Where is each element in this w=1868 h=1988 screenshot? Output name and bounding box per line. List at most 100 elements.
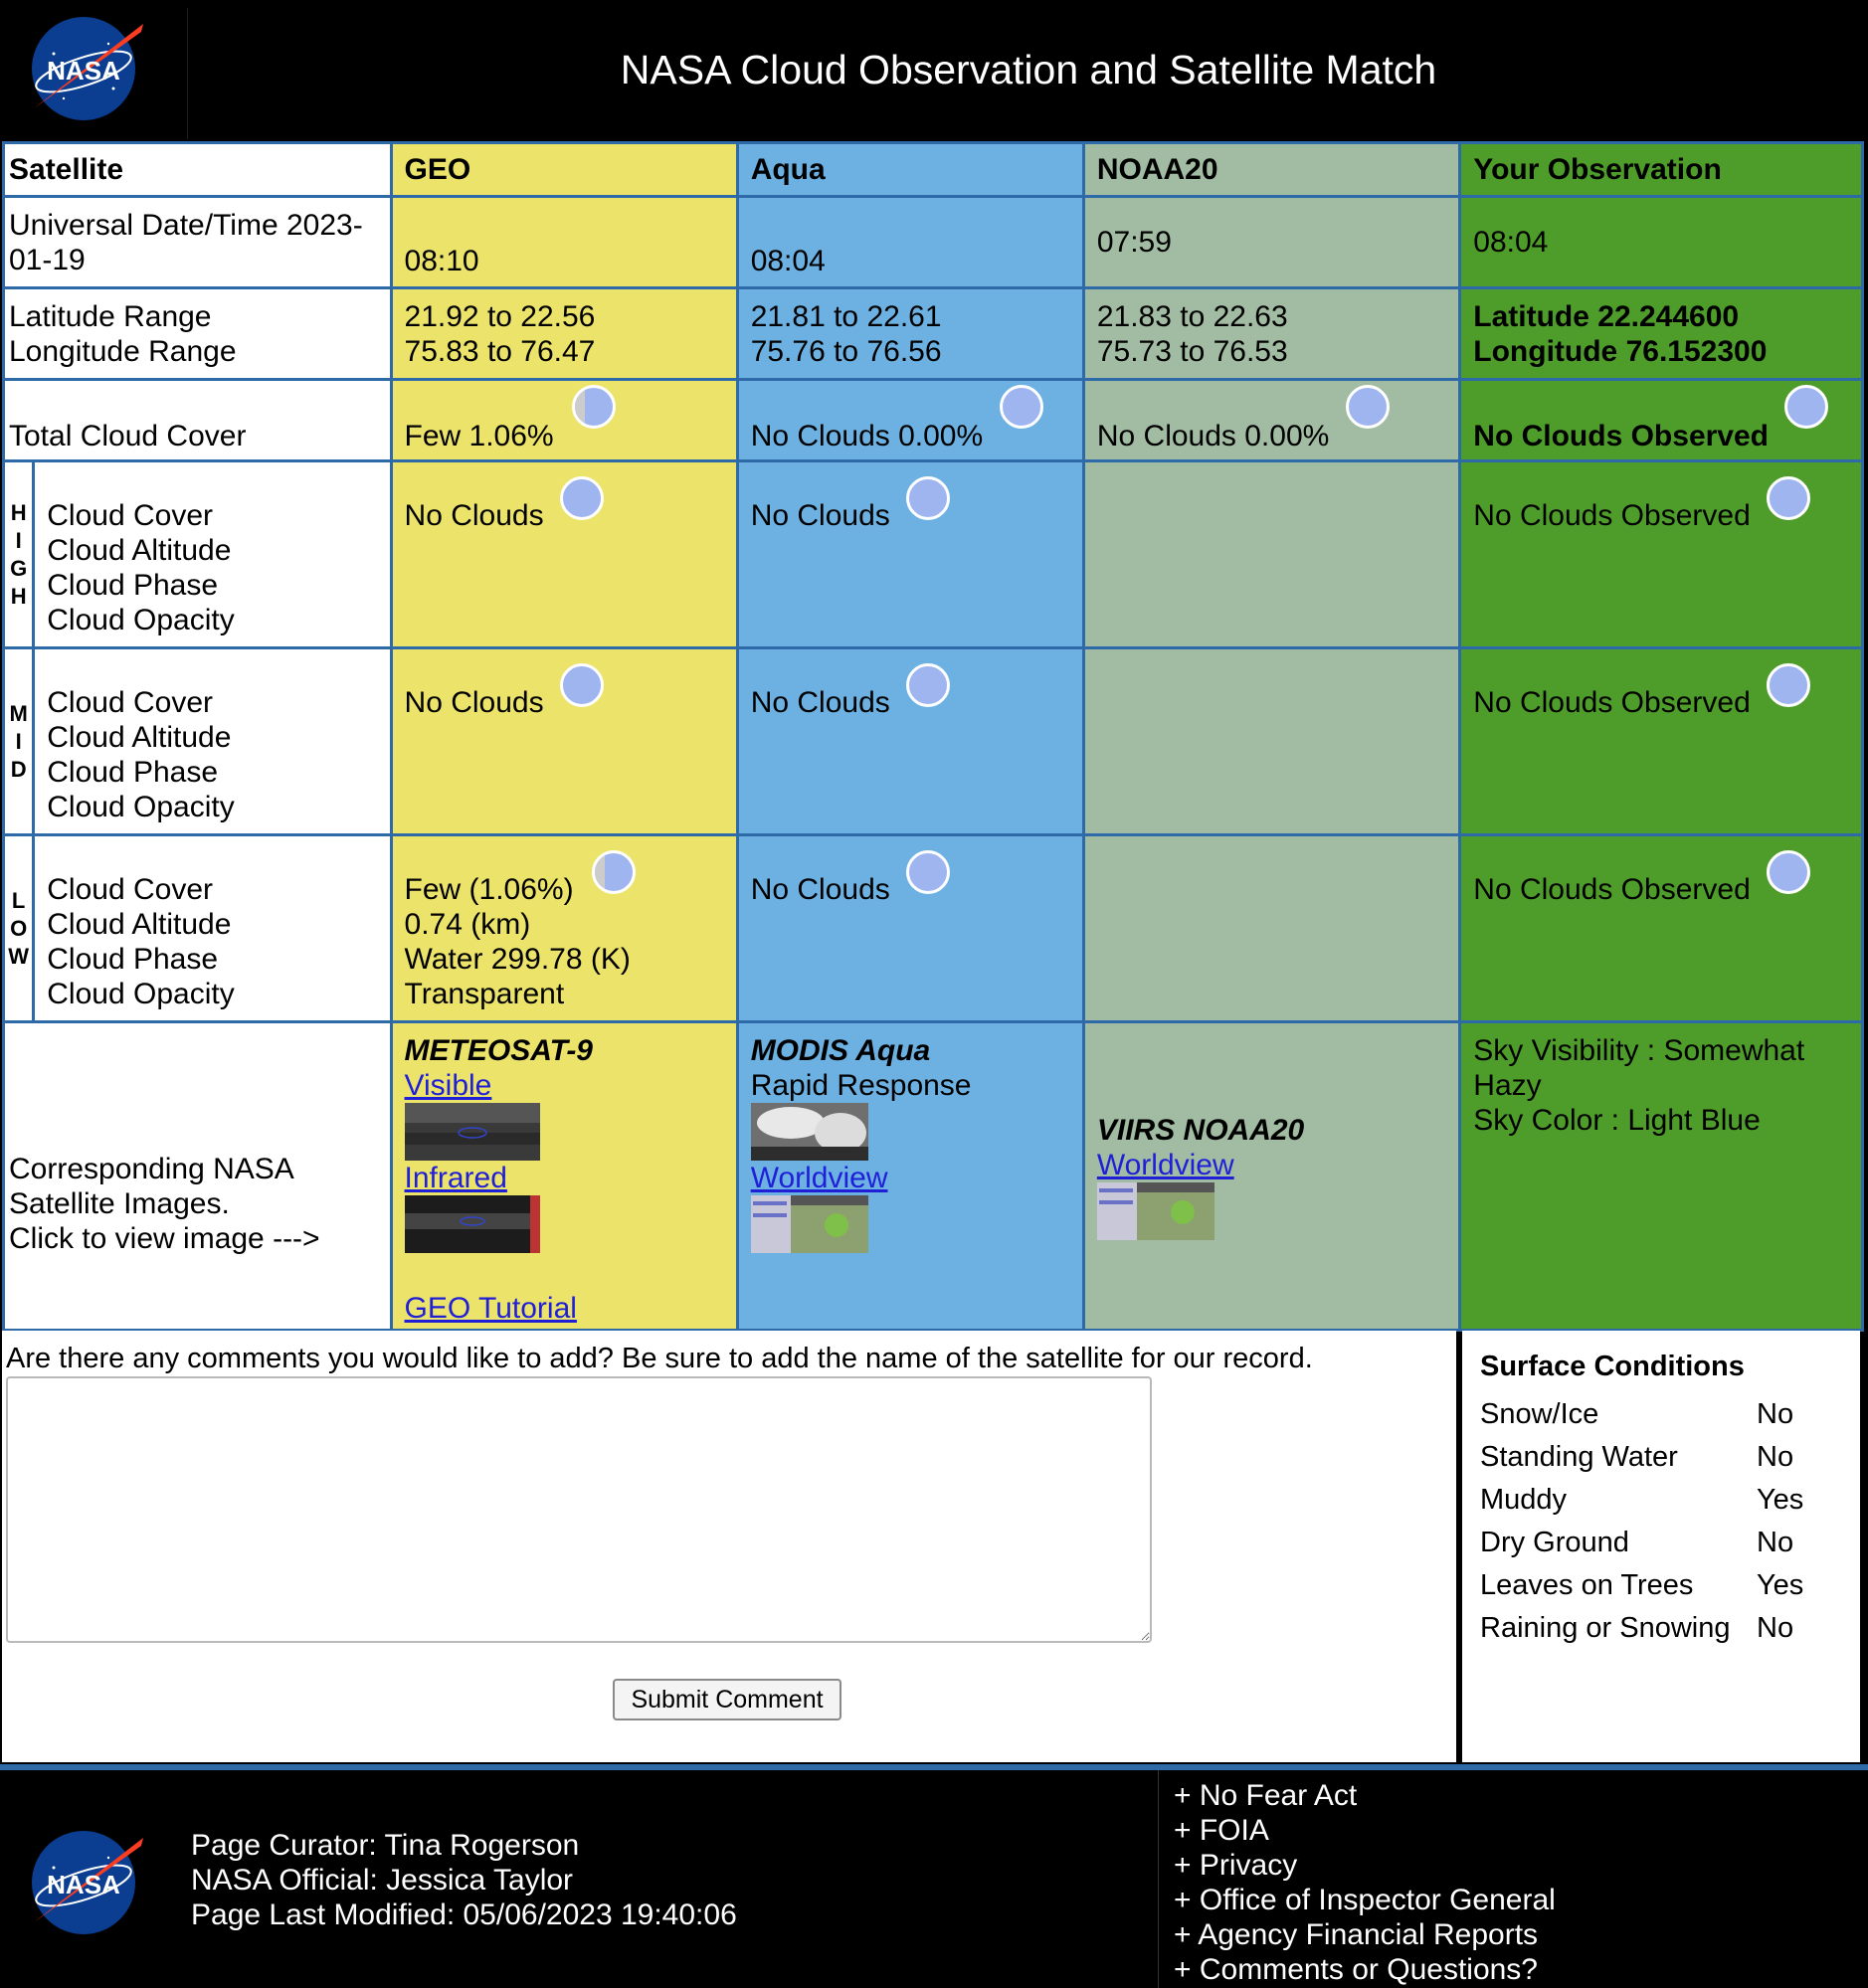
- noaa-total-cloud: No Clouds 0.00%: [1081, 378, 1462, 462]
- geo-low: Few (1.06%) 0.74 (km) Water 299.78 (K) T…: [389, 833, 739, 1023]
- noaa-time: 07:59: [1081, 195, 1462, 289]
- aqua-range: 21.81 to 22.61 75.76 to 76.56: [735, 286, 1085, 381]
- col-header-noaa: NOAA20: [1081, 141, 1462, 198]
- obs-high: No Clouds Observed: [1458, 459, 1864, 649]
- surface-row: Dry Ground No: [1480, 1527, 1794, 1558]
- aqua-lon: 75.76 to 76.56: [750, 334, 942, 368]
- nasa-meatball-icon: NASA: [32, 17, 143, 120]
- aqua-total-text: No Clouds 0.00%: [750, 420, 984, 452]
- clear-sky-icon: [999, 385, 1043, 429]
- aqua-worldview-link[interactable]: Worldview: [750, 1162, 888, 1194]
- aqua-time: 08:04: [735, 195, 1085, 289]
- geo-infrared-thumbnail[interactable]: [404, 1195, 540, 1253]
- noaa-total-text: No Clouds 0.00%: [1096, 420, 1330, 452]
- geo-visible-link[interactable]: Visible: [404, 1069, 492, 1102]
- svg-text:NASA: NASA: [47, 1870, 120, 1899]
- geo-total-text: Few 1.06%: [404, 420, 554, 452]
- comments-question: Are there any comments you would like to…: [6, 1343, 1313, 1374]
- noaa-worldview-link[interactable]: Worldview: [1096, 1149, 1234, 1181]
- total-cloud-row: Total Cloud Cover Few 1.06% No Clouds 0.…: [2, 378, 1864, 462]
- nasa-meatball-icon: NASA: [32, 1831, 143, 1934]
- aqua-rapid-response-thumbnail[interactable]: [750, 1103, 868, 1161]
- range-row: Latitude Range Longitude Range 21.92 to …: [2, 286, 1864, 381]
- comparison-table: Satellite GEO Aqua NOAA20 Your Observati…: [1, 141, 1864, 1332]
- comments-textarea[interactable]: [6, 1376, 1152, 1643]
- geo-time: 08:10: [389, 195, 739, 289]
- obs-total-text: No Clouds Observed: [1473, 420, 1769, 452]
- col-header-aqua: Aqua: [735, 141, 1085, 198]
- high-labels: Cloud Cover Cloud Altitude Cloud Phase Clou…: [32, 459, 393, 649]
- submit-comment-button[interactable]: Submit Comment: [613, 1679, 841, 1720]
- last-modified: Page Last Modified: 05/06/2023 19:40:06: [191, 1898, 737, 1931]
- geo-satellite-name: METEOSAT-9: [404, 1034, 593, 1067]
- noaa-range: 21.83 to 22.63 75.73 to 76.53: [1081, 286, 1462, 381]
- surface-conditions: Surface Conditions Snow/Ice No Standing W…: [1462, 1331, 1860, 1762]
- surface-row: Raining or Snowing No: [1480, 1612, 1794, 1644]
- surface-row: Snow/Ice No: [1480, 1398, 1794, 1430]
- noaa-images: VIIRS NOAA20 Worldview: [1081, 1020, 1462, 1332]
- surface-row: Leaves on Trees Yes: [1480, 1569, 1804, 1601]
- clear-sky-icon: [1767, 476, 1811, 520]
- aqua-high: No Clouds: [735, 459, 1085, 649]
- aqua-rapid-response: Rapid Response: [750, 1069, 972, 1102]
- aqua-satellite-name: MODIS Aqua: [750, 1034, 931, 1067]
- obs-mid: No Clouds Observed: [1458, 646, 1864, 836]
- geo-tutorial-link[interactable]: GEO Tutorial: [404, 1292, 577, 1325]
- noaa-worldview-thumbnail[interactable]: [1096, 1182, 1214, 1240]
- geo-visible-thumbnail[interactable]: [404, 1103, 540, 1161]
- obs-low: No Clouds Observed: [1458, 833, 1864, 1023]
- low-labels: Cloud Cover Cloud Altitude Cloud Phase Clou…: [32, 833, 393, 1023]
- geo-infrared-link[interactable]: Infrared: [404, 1162, 507, 1194]
- sky-visibility: Sky Visibility : Somewhat Hazy: [1473, 1034, 1805, 1102]
- clear-sky-icon: [559, 663, 604, 707]
- obs-lat: Latitude 22.244600: [1473, 299, 1740, 333]
- noaa-mid: [1081, 646, 1462, 836]
- svg-text:NASA: NASA: [47, 56, 120, 86]
- aqua-worldview-thumbnail[interactable]: [750, 1195, 868, 1253]
- footer-link-financial-reports[interactable]: Agency Financial Reports: [1174, 1917, 1556, 1952]
- sky-color: Sky Color : Light Blue: [1473, 1104, 1761, 1137]
- clear-sky-icon: [906, 663, 951, 707]
- page-title: NASA Cloud Observation and Satellite Mat…: [620, 46, 1437, 92]
- footer-link-inspector-general[interactable]: Office of Inspector General: [1174, 1883, 1556, 1917]
- col-header-observation: Your Observation: [1458, 141, 1864, 198]
- footer-links: No Fear Act FOIA Privacy Office of Inspe…: [1174, 1778, 1556, 1987]
- aqua-low: No Clouds: [735, 833, 1085, 1023]
- images-label: Corresponding NASA Satellite Images. Cli…: [2, 1020, 393, 1332]
- geo-mid: No Clouds: [389, 646, 739, 836]
- noaa-lon: 75.73 to 76.53: [1096, 334, 1288, 368]
- aqua-lat: 21.81 to 22.61: [750, 299, 942, 333]
- footer-divider: [0, 1764, 1868, 1770]
- obs-lon: Longitude 76.152300: [1473, 334, 1768, 368]
- noaa-satellite-name: VIIRS NOAA20: [1096, 1114, 1305, 1147]
- col-header-satellite: Satellite: [2, 141, 393, 198]
- footer-nasa-logo[interactable]: NASA: [24, 1828, 143, 1942]
- clear-sky-icon: [906, 476, 951, 520]
- header-divider: [187, 8, 188, 139]
- footer-link-no-fear-act[interactable]: No Fear Act: [1174, 1778, 1556, 1813]
- noaa-lat: 21.83 to 22.63: [1096, 299, 1288, 333]
- clear-sky-icon: [1767, 850, 1811, 894]
- total-cloud-label: Total Cloud Cover: [2, 378, 393, 462]
- aqua-mid: No Clouds: [735, 646, 1085, 836]
- footer-link-comments[interactable]: Comments or Questions?: [1174, 1952, 1556, 1987]
- aqua-images: MODIS Aqua Rapid Response Worldview: [735, 1020, 1085, 1332]
- comments-section: Are there any comments you would like to…: [2, 1331, 1456, 1762]
- mid-labels: Cloud Cover Cloud Altitude Cloud Phase Clou…: [32, 646, 393, 836]
- range-label: Latitude Range Longitude Range: [2, 286, 393, 381]
- geo-total-cloud: Few 1.06%: [389, 378, 739, 462]
- clear-sky-icon: [1767, 663, 1811, 707]
- surface-row: Standing Water No: [1480, 1441, 1794, 1473]
- footer-link-foia[interactable]: FOIA: [1174, 1813, 1556, 1848]
- footer-link-privacy[interactable]: Privacy: [1174, 1848, 1556, 1883]
- geo-range: 21.92 to 22.56 75.83 to 76.47: [389, 286, 739, 381]
- aqua-total-cloud: No Clouds 0.00%: [735, 378, 1085, 462]
- noaa-high: [1081, 459, 1462, 649]
- nasa-logo[interactable]: NASA: [24, 14, 143, 128]
- obs-sky-conditions: Sky Visibility : Somewhat Hazy Sky Color…: [1458, 1020, 1864, 1332]
- page-curator: Page Curator: Tina Rogerson: [191, 1829, 580, 1862]
